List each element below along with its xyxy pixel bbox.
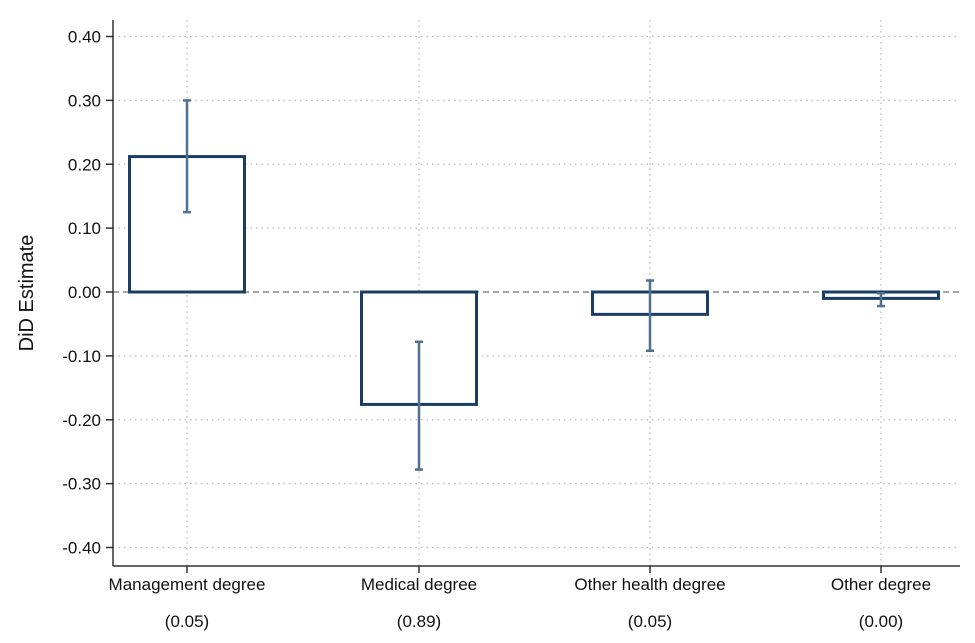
error-bars bbox=[183, 99, 885, 471]
y-tick-label: 0.20 bbox=[68, 155, 101, 174]
x-tick-label: Other health degree bbox=[574, 575, 725, 594]
labels: 0.40 0.30 0.20 0.10 0.00 -0.10 -0.20 -0.30 -0.40… bbox=[62, 28, 931, 632]
y-tick-label: 0.10 bbox=[68, 219, 101, 238]
y-tick-label: -0.10 bbox=[62, 347, 101, 366]
x-tick-label: Other degree bbox=[831, 575, 931, 594]
x-tick-sublabel: (0.05) bbox=[628, 612, 672, 631]
x-tick-label: Management degree bbox=[109, 575, 266, 594]
x-tick-sublabel: (0.89) bbox=[397, 612, 441, 631]
x-tick-label: Medical degree bbox=[361, 575, 477, 594]
bars bbox=[128, 155, 940, 406]
grid bbox=[113, 20, 960, 566]
y-tick-label: -0.20 bbox=[62, 411, 101, 430]
x-tick-sublabel: (0.00) bbox=[859, 612, 903, 631]
x-tick-sublabel: (0.05) bbox=[165, 612, 209, 631]
y-tick-label: 0.30 bbox=[68, 91, 101, 110]
y-tick-label: -0.40 bbox=[62, 539, 101, 558]
axes bbox=[106, 20, 960, 573]
y-tick-label: 0.40 bbox=[68, 28, 101, 47]
y-tick-label: 0.00 bbox=[68, 283, 101, 302]
y-tick-label: -0.30 bbox=[62, 475, 101, 494]
y-axis-title: DiD Estimate bbox=[16, 235, 38, 352]
